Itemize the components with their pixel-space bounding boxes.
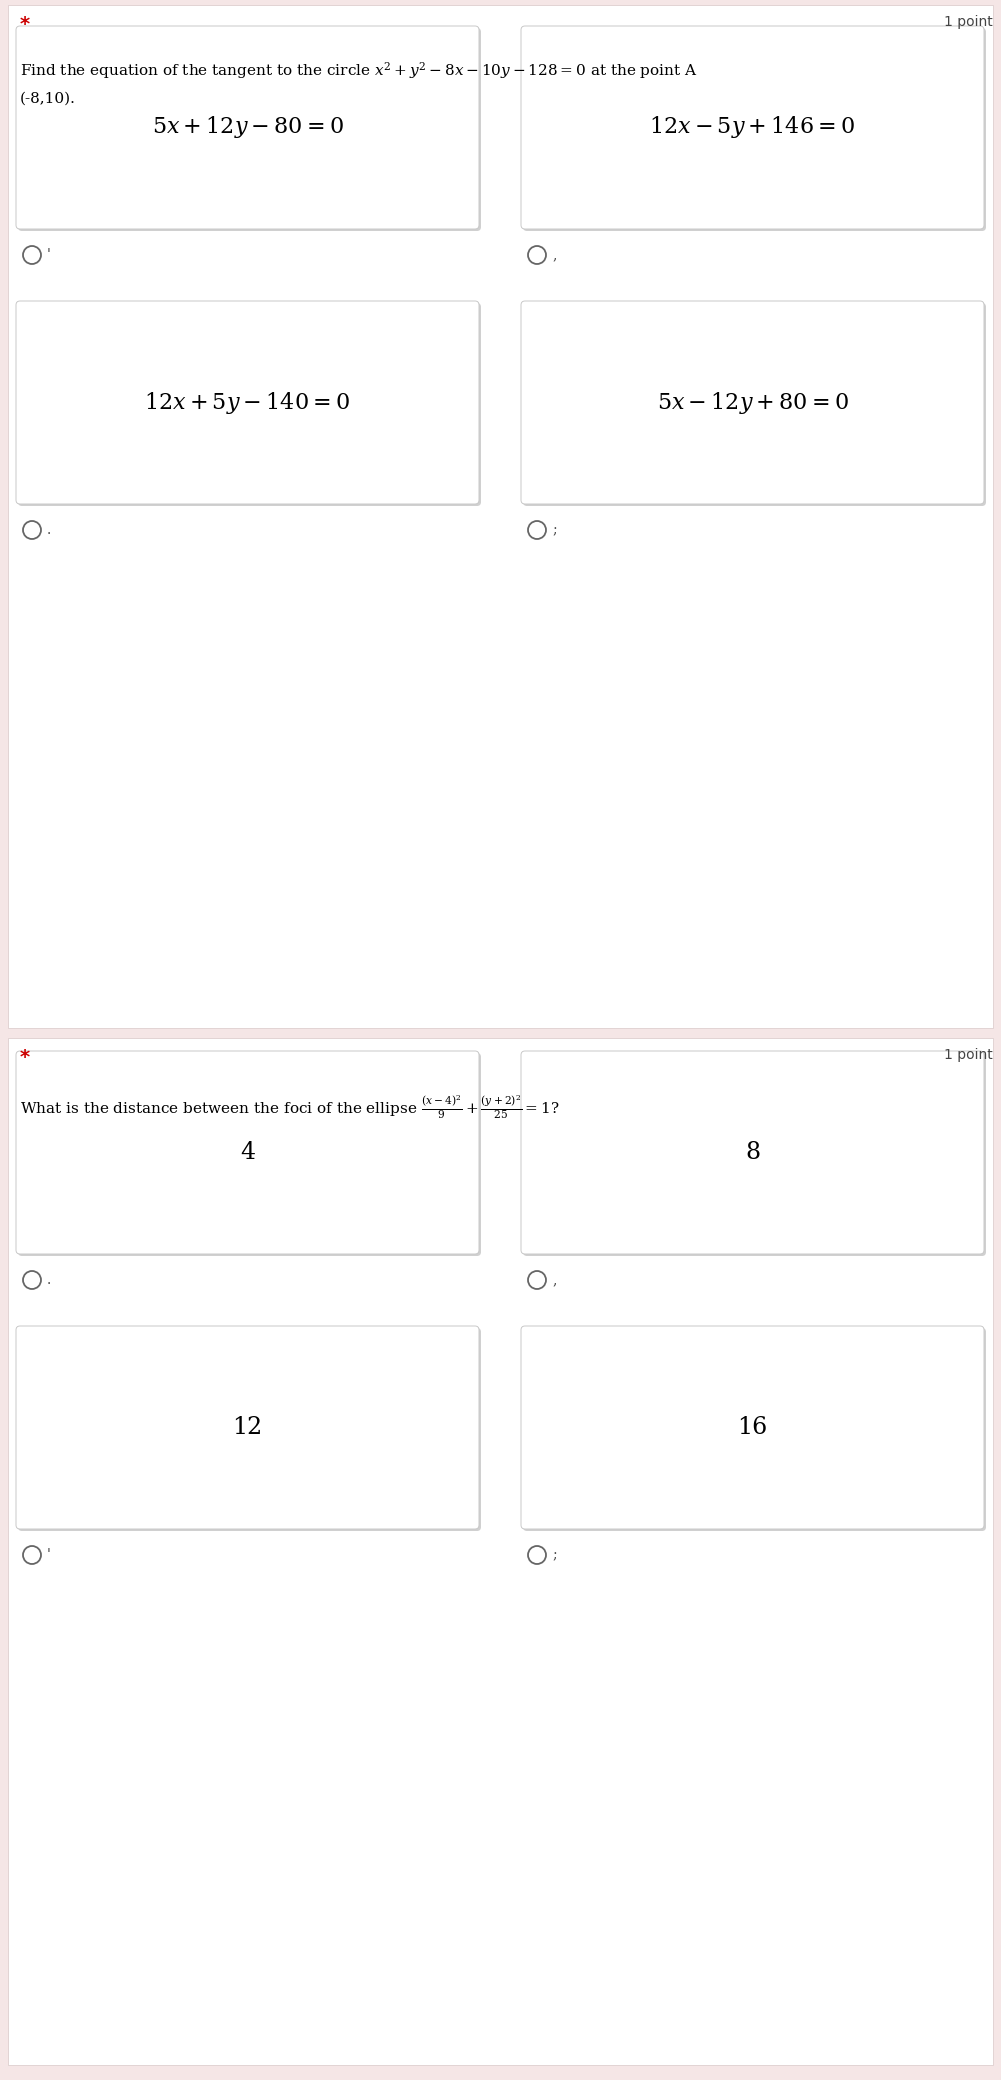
FancyBboxPatch shape bbox=[18, 1052, 481, 1256]
Circle shape bbox=[23, 1545, 41, 1564]
Text: 1 point: 1 point bbox=[944, 1048, 993, 1063]
FancyBboxPatch shape bbox=[18, 27, 481, 231]
Text: $5x - 12y + 80 = 0$: $5x - 12y + 80 = 0$ bbox=[657, 389, 849, 416]
FancyBboxPatch shape bbox=[523, 304, 986, 505]
FancyBboxPatch shape bbox=[523, 27, 986, 231]
FancyBboxPatch shape bbox=[521, 302, 984, 503]
Circle shape bbox=[528, 520, 546, 539]
Text: 12: 12 bbox=[232, 1416, 262, 1439]
Text: ': ' bbox=[47, 1548, 51, 1562]
Text: 4: 4 bbox=[240, 1142, 255, 1165]
FancyBboxPatch shape bbox=[521, 25, 984, 229]
FancyBboxPatch shape bbox=[16, 1327, 479, 1529]
Text: Find the equation of the tangent to the circle $x^2 + y^2 - 8x - 10y - 128 = 0$ : Find the equation of the tangent to the … bbox=[20, 60, 698, 81]
Circle shape bbox=[23, 245, 41, 264]
Text: *: * bbox=[20, 15, 30, 33]
Text: ;: ; bbox=[552, 1548, 557, 1562]
FancyBboxPatch shape bbox=[18, 304, 481, 505]
FancyBboxPatch shape bbox=[8, 4, 993, 1028]
Circle shape bbox=[23, 520, 41, 539]
Text: What is the distance between the foci of the ellipse $\frac{(x-4)^2}{9} + \frac{: What is the distance between the foci of… bbox=[20, 1092, 560, 1121]
Text: 8: 8 bbox=[745, 1142, 760, 1165]
FancyBboxPatch shape bbox=[521, 1050, 984, 1254]
Text: $5x + 12y - 80 = 0$: $5x + 12y - 80 = 0$ bbox=[151, 114, 343, 141]
FancyBboxPatch shape bbox=[16, 302, 479, 503]
Text: (-8,10).: (-8,10). bbox=[20, 92, 76, 106]
FancyBboxPatch shape bbox=[523, 1327, 986, 1531]
Text: *: * bbox=[20, 1048, 30, 1067]
FancyBboxPatch shape bbox=[8, 1038, 993, 2065]
Text: 16: 16 bbox=[738, 1416, 768, 1439]
Circle shape bbox=[528, 245, 546, 264]
Text: ;: ; bbox=[552, 522, 557, 537]
Circle shape bbox=[23, 1271, 41, 1290]
Text: ,: , bbox=[552, 248, 557, 262]
FancyBboxPatch shape bbox=[16, 1050, 479, 1254]
Text: $12x - 5y + 146 = 0$: $12x - 5y + 146 = 0$ bbox=[650, 114, 856, 141]
Circle shape bbox=[528, 1545, 546, 1564]
Text: .: . bbox=[47, 522, 51, 537]
Text: ,: , bbox=[552, 1273, 557, 1288]
Text: ': ' bbox=[47, 248, 51, 262]
Text: $12x + 5y - 140 = 0$: $12x + 5y - 140 = 0$ bbox=[144, 389, 350, 416]
FancyBboxPatch shape bbox=[18, 1327, 481, 1531]
FancyBboxPatch shape bbox=[523, 1052, 986, 1256]
FancyBboxPatch shape bbox=[16, 25, 479, 229]
Text: 1 point: 1 point bbox=[944, 15, 993, 29]
Circle shape bbox=[528, 1271, 546, 1290]
FancyBboxPatch shape bbox=[521, 1327, 984, 1529]
Text: .: . bbox=[47, 1273, 51, 1288]
